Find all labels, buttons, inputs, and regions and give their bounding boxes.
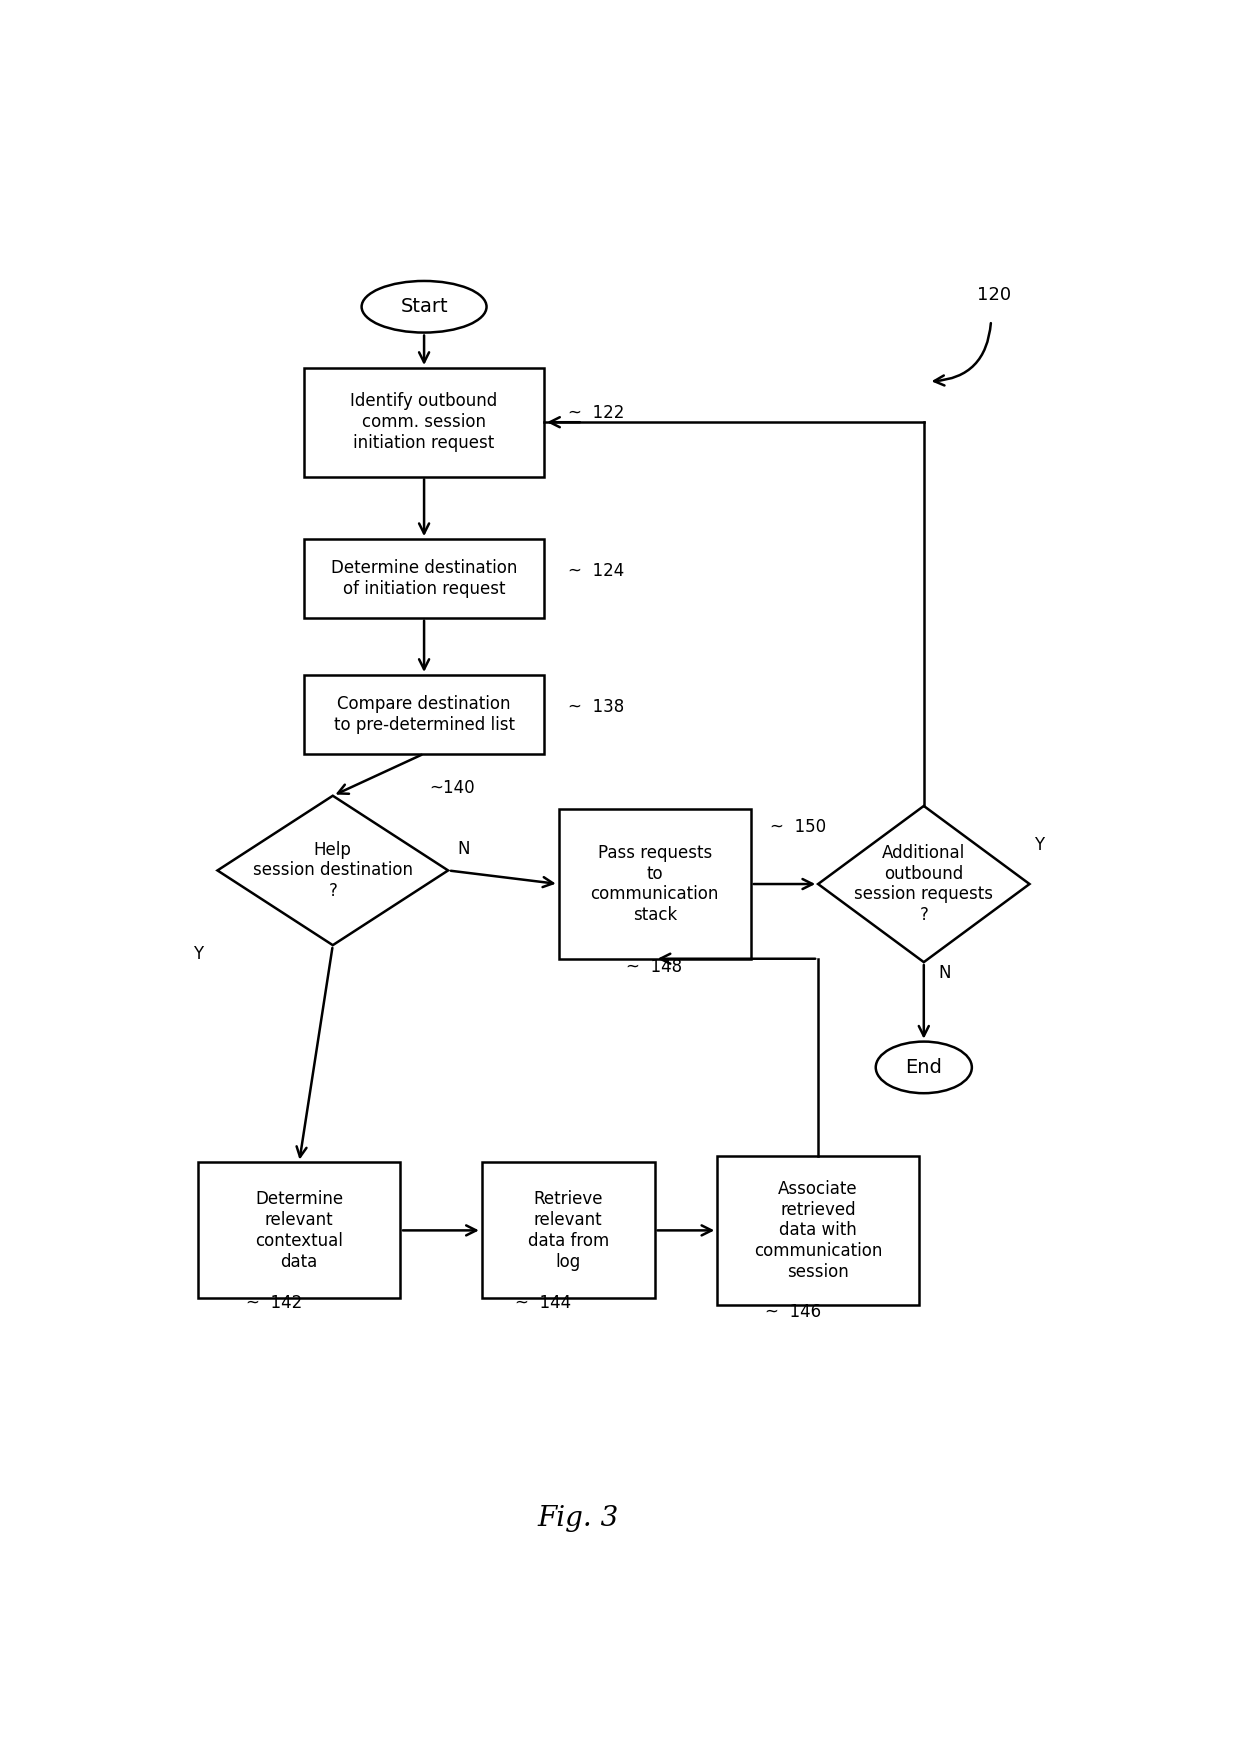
FancyBboxPatch shape <box>304 540 544 617</box>
FancyArrowPatch shape <box>934 323 991 386</box>
Text: ~  148: ~ 148 <box>626 958 682 975</box>
Text: End: End <box>905 1058 942 1076</box>
Text: Compare destination
to pre-determined list: Compare destination to pre-determined li… <box>334 695 515 734</box>
Text: Identify outbound
comm. session
initiation request: Identify outbound comm. session initiati… <box>351 392 497 452</box>
Text: Pass requests
to
communication
stack: Pass requests to communication stack <box>590 843 719 924</box>
Text: N: N <box>939 965 951 983</box>
Text: Additional
outbound
session requests
?: Additional outbound session requests ? <box>854 843 993 924</box>
Text: ~  144: ~ 144 <box>516 1293 572 1312</box>
Text: Associate
retrieved
data with
communication
session: Associate retrieved data with communicat… <box>754 1180 883 1281</box>
Text: ~  142: ~ 142 <box>247 1293 303 1312</box>
Ellipse shape <box>362 280 486 333</box>
Text: Determine
relevant
contextual
data: Determine relevant contextual data <box>255 1191 343 1270</box>
Text: 120: 120 <box>977 286 1011 303</box>
Text: Y: Y <box>193 946 203 963</box>
Polygon shape <box>217 796 448 946</box>
Text: ~  146: ~ 146 <box>765 1304 821 1321</box>
Text: ~  122: ~ 122 <box>568 404 625 422</box>
FancyBboxPatch shape <box>717 1155 919 1305</box>
Text: ~  150: ~ 150 <box>770 818 826 836</box>
Text: ~140: ~140 <box>429 780 475 797</box>
FancyBboxPatch shape <box>559 810 751 960</box>
Text: Retrieve
relevant
data from
log: Retrieve relevant data from log <box>527 1191 609 1270</box>
Text: N: N <box>458 840 470 857</box>
FancyBboxPatch shape <box>304 369 544 476</box>
Text: Y: Y <box>1034 836 1044 854</box>
Text: Fig. 3: Fig. 3 <box>537 1505 619 1531</box>
Text: ~  124: ~ 124 <box>568 561 625 580</box>
FancyBboxPatch shape <box>198 1162 401 1298</box>
FancyBboxPatch shape <box>304 676 544 753</box>
Text: Determine destination
of initiation request: Determine destination of initiation requ… <box>331 559 517 598</box>
Text: Help
session destination
?: Help session destination ? <box>253 841 413 900</box>
FancyBboxPatch shape <box>481 1162 655 1298</box>
Text: Start: Start <box>401 298 448 316</box>
Polygon shape <box>818 806 1029 961</box>
Ellipse shape <box>875 1041 972 1094</box>
Text: ~  138: ~ 138 <box>568 697 625 716</box>
